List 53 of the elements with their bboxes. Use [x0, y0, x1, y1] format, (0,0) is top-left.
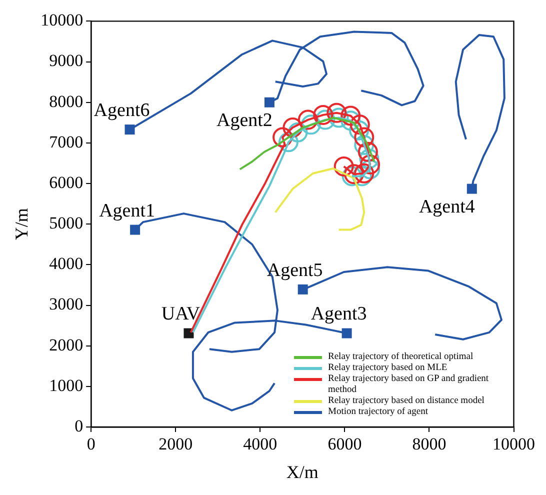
y-tick-label: 9000: [49, 51, 84, 70]
legend-label: Relay trajectory of theoretical optimal: [328, 352, 474, 363]
annotation: Agent3: [310, 304, 367, 325]
x-tick-label: 2000: [158, 434, 193, 454]
y-tick-label: 3000: [49, 294, 84, 314]
point: [340, 110, 361, 131]
point: [342, 328, 352, 338]
legend-label: Motion trajectory of agent: [328, 407, 429, 418]
y-tick-label: 0: [74, 416, 84, 436]
point: [349, 120, 370, 140]
point: [298, 110, 318, 130]
point: [288, 122, 308, 142]
y-tick-label: 10000: [40, 10, 84, 30]
y-tick-label: 4000: [49, 254, 84, 274]
point: [360, 154, 380, 174]
annotation: Agent1: [99, 200, 156, 222]
x-tick-label: 6000: [328, 434, 362, 454]
legend-label: Relay trajectory based on distance model: [328, 396, 486, 407]
point: [360, 159, 380, 180]
y-tick-label: 6000: [49, 172, 84, 192]
x-axis-title: X/m: [286, 462, 318, 482]
y-tick-label: 1000: [49, 376, 84, 395]
point: [272, 127, 293, 148]
legend-label: Relay trajectory based on MLE: [328, 363, 448, 374]
point: [358, 142, 378, 162]
x-tick-label: 10000: [492, 434, 535, 454]
point: [354, 134, 374, 155]
y-tick-label: 5000: [49, 214, 84, 233]
point: [278, 132, 298, 152]
point: [300, 114, 321, 135]
annotation: Agent2: [216, 110, 272, 131]
x-tick-label: 8000: [412, 434, 446, 454]
annotation: Agent6: [94, 100, 150, 122]
y-tick-label: 7000: [49, 132, 84, 152]
point: [466, 184, 477, 194]
annotation: UAV: [161, 304, 200, 325]
point: [340, 106, 361, 126]
x-tick-label: 0: [86, 434, 96, 454]
point: [315, 110, 336, 130]
point: [328, 108, 349, 128]
point: [359, 148, 380, 169]
legend-label: Relay trajectory based on GP and gradient method: [328, 374, 490, 396]
point: [350, 114, 370, 135]
point: [334, 156, 354, 176]
point: [313, 104, 334, 125]
y-tick-label: 8000: [49, 92, 84, 111]
point: [326, 102, 347, 123]
y-axis-title: Y/m: [12, 208, 32, 240]
point: [354, 127, 374, 148]
y-tick-label: 2000: [49, 335, 84, 354]
annotation: Agent4: [418, 196, 476, 218]
x-tick-label: 4000: [243, 434, 278, 454]
point: [282, 118, 303, 138]
